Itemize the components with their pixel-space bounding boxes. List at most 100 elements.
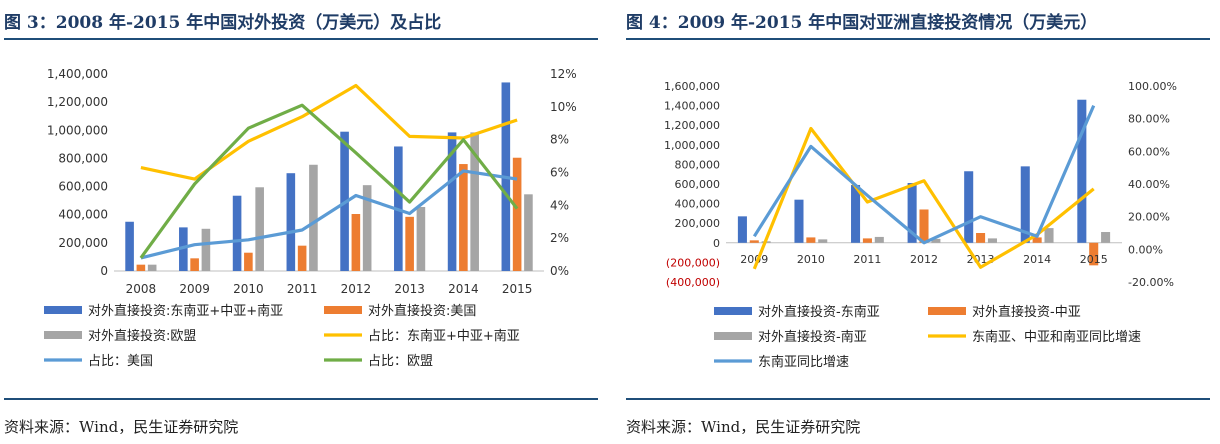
right-y-right-tick: 80.00% [1128, 113, 1170, 126]
left-bar [405, 216, 414, 271]
right-bar [818, 239, 828, 243]
right-y-left-tick: 200,000 [675, 217, 721, 230]
right-legend-label: 对外直接投资-南亚 [758, 329, 867, 345]
left-legend-swatch [324, 306, 362, 314]
right-bar [806, 237, 816, 243]
right-bar [794, 199, 804, 243]
right-bar [1044, 228, 1054, 243]
left-x-tick: 2015 [502, 282, 533, 296]
left-legend-label: 对外直接投资:美国 [368, 303, 476, 319]
right-bottom-divider [626, 398, 1210, 400]
right-x-tick: 2009 [740, 253, 768, 266]
right-y-left-tick: 800,000 [675, 158, 721, 171]
left-y-left-tick: 0 [100, 264, 108, 278]
left-y-right-tick: 4% [550, 198, 569, 212]
left-bar [232, 195, 242, 271]
left-series-line [139, 103, 519, 259]
left-bar [447, 132, 457, 271]
right-y-right-tick: 60.00% [1128, 145, 1170, 158]
right-panel: 图 4：2009 年-2015 年中国对亚洲直接投资情况（万美元） (400,0… [626, 0, 1216, 444]
right-y-right-tick: 20.00% [1128, 211, 1170, 224]
left-bar [190, 258, 199, 271]
right-source-note: 资料来源：Wind，民生证券研究院 [626, 418, 861, 436]
right-x-tick: 2012 [910, 253, 938, 266]
right-y-left-tick: (200,000) [666, 256, 720, 269]
right-chart-title: 图 4：2009 年-2015 年中国对亚洲直接投资情况（万美元） [626, 13, 1098, 33]
left-y-left-tick: 800,000 [58, 151, 108, 165]
right-y-left-tick: 400,000 [675, 198, 721, 211]
left-bar [297, 245, 307, 271]
left-bar [512, 157, 522, 271]
right-legend-swatch [928, 307, 966, 315]
left-bar [136, 264, 146, 271]
right-bar [964, 171, 974, 243]
right-bar [931, 238, 941, 243]
left-y-right-tick: 0% [550, 264, 569, 278]
left-y-left-tick: 200,000 [58, 236, 108, 250]
right-bar [1089, 242, 1099, 266]
right-bar [1020, 166, 1030, 243]
right-bar [987, 238, 997, 243]
right-y-left-tick: 1,200,000 [664, 119, 720, 132]
right-bar [919, 209, 929, 243]
left-legend-label: 对外直接投资:东南亚+中亚+南亚 [88, 303, 283, 319]
left-chart-title: 图 3：2008 年-2015 年中国对外投资（万美元）及占比 [4, 13, 442, 33]
left-bar [244, 252, 253, 271]
left-bar [286, 173, 296, 271]
left-bar [125, 221, 134, 271]
left-bar [416, 206, 426, 271]
left-x-tick: 2011 [287, 282, 318, 296]
left-chart: 0 200,000 400,000 600,000 800,000 1,000,000 1,… [44, 67, 577, 369]
right-bar [1101, 232, 1111, 243]
left-bar [362, 185, 372, 271]
left-y-left-tick: 1,200,000 [47, 95, 108, 109]
right-bar [851, 184, 861, 243]
left-x-tick: 2010 [233, 282, 264, 296]
right-legend-swatch [714, 307, 752, 315]
right-bar [749, 240, 759, 243]
right-bar [976, 233, 986, 243]
right-bar [907, 183, 917, 243]
left-bar [524, 194, 533, 271]
right-y-left-tick: 0 [713, 237, 720, 250]
right-x-tick: 2014 [1023, 253, 1051, 266]
left-y-right-tick: 2% [550, 231, 569, 245]
right-series-line [752, 104, 1096, 245]
left-y-left-tick: 1,000,000 [47, 123, 108, 137]
right-y-left-tick: 600,000 [675, 178, 721, 191]
left-y-right-tick: 10% [550, 100, 577, 114]
right-legend-label: 东南亚同比增速 [758, 354, 849, 370]
left-bar [351, 214, 361, 271]
right-legend-swatch [714, 332, 752, 340]
right-bar [862, 238, 872, 243]
left-legend-label: 占比：美国 [88, 354, 153, 369]
right-series-line [752, 126, 1095, 270]
right-x-tick: 2011 [853, 253, 881, 266]
right-y-right-tick: 40.00% [1128, 178, 1170, 191]
right-y-left-tick: (400,000) [666, 276, 720, 289]
right-bar [1077, 99, 1087, 243]
left-source-note: 资料来源：Wind，民生证券研究院 [4, 418, 239, 436]
left-bar [255, 187, 264, 271]
left-legend-label: 占比：东南亚+中亚+南亚 [368, 328, 520, 344]
right-y-left-tick: 1,600,000 [664, 80, 720, 93]
right-title-divider [626, 38, 1210, 40]
left-x-tick: 2014 [448, 282, 479, 296]
left-y-right-tick: 8% [550, 133, 569, 147]
left-x-tick: 2008 [126, 282, 157, 296]
right-legend-label: 对外直接投资-东南亚 [758, 304, 880, 320]
left-bar [309, 164, 318, 271]
left-y-left-tick: 400,000 [58, 208, 108, 222]
right-x-tick: 2010 [797, 253, 825, 266]
right-y-right-tick: -20.00% [1128, 276, 1174, 289]
left-bar [179, 227, 188, 271]
left-legend-swatch [44, 306, 82, 314]
right-y-left-tick: 1,000,000 [664, 139, 720, 152]
left-y-right-tick: 6% [550, 166, 569, 180]
left-x-tick: 2009 [179, 282, 210, 296]
left-series-line [140, 169, 518, 260]
left-legend-swatch [44, 331, 82, 339]
left-bar [459, 164, 468, 271]
left-bottom-divider [4, 398, 598, 400]
left-bar [201, 228, 211, 271]
